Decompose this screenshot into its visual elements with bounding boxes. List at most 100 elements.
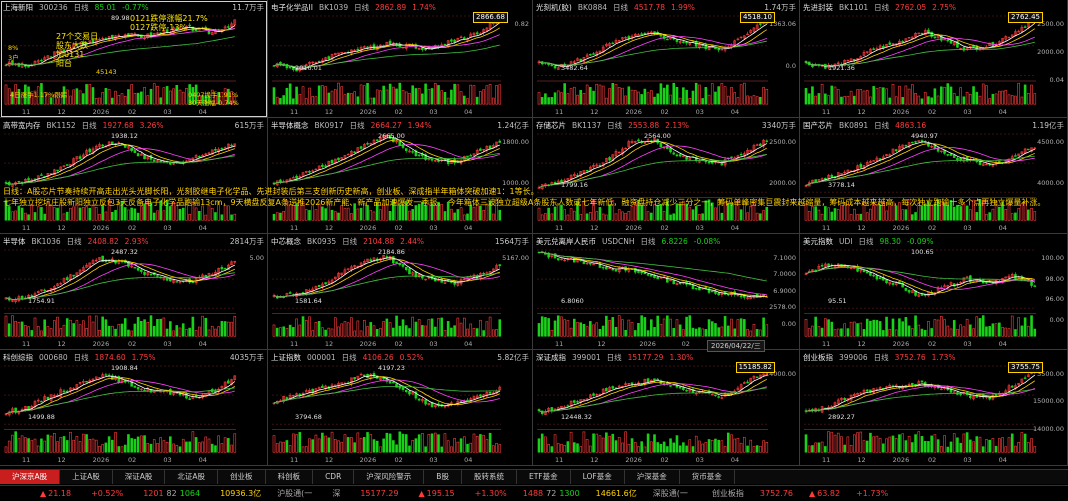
status-connect-label[interactable]: 深股通(一 — [652, 489, 688, 498]
volume-bar — [72, 206, 75, 221]
chart-panel[interactable]: 存储芯片 BK1137 日线 2553.88 2.13% 3340万手 2500.00 200… — [533, 118, 800, 234]
candlestick-chart[interactable] — [0, 362, 268, 466]
market-tab[interactable]: 沪深京A股 — [0, 470, 61, 484]
volume-bar — [175, 444, 179, 453]
volume-bar — [421, 201, 424, 221]
candle-body — [475, 395, 479, 399]
volume-bar — [920, 98, 924, 105]
chart-panel[interactable]: 半导体 BK1036 日线 2408.82 2.93% 2814万手 5.00 11 12 202… — [0, 234, 268, 350]
market-tab[interactable]: 上证A股 — [60, 470, 113, 484]
chart-panel[interactable]: 国产芯片 BK0891 日线 4863.16 1.19亿手 4500.00 4000.00 1… — [800, 118, 1068, 234]
candlestick-chart[interactable] — [268, 12, 533, 118]
volume-bar — [804, 203, 808, 221]
candlestick-chart[interactable] — [800, 362, 1068, 466]
moving-average-line — [5, 375, 236, 415]
volume-bar — [894, 329, 898, 337]
volume-bar — [382, 85, 385, 105]
volume-bar — [969, 439, 972, 453]
market-tab[interactable]: 创业板 — [218, 470, 266, 484]
market-tab[interactable]: 股转系统 — [462, 470, 517, 484]
candlestick-chart[interactable] — [800, 12, 1068, 118]
x-axis-label: 03 — [695, 224, 704, 232]
candle-body — [414, 391, 418, 399]
x-axis-label: 03 — [963, 456, 972, 464]
volume-bar — [714, 91, 717, 105]
market-tab[interactable]: LOF基金 — [571, 470, 625, 484]
volume-bar — [317, 203, 321, 221]
candlestick-chart[interactable] — [0, 246, 268, 350]
volume-bar — [49, 435, 53, 453]
candlestick-chart[interactable] — [268, 130, 533, 234]
chart-panel[interactable]: 先进封装 BK1101 日线 2762.05 2.75% 2500.00 2000.00 0.… — [800, 0, 1068, 118]
volume-bar — [201, 205, 204, 221]
volume-bar — [408, 93, 411, 105]
volume-bar — [749, 439, 753, 453]
candle-body — [1027, 148, 1030, 151]
market-tab[interactable]: B股 — [424, 470, 462, 484]
volume-bar — [346, 322, 350, 337]
status-connect-label[interactable]: 沪股通(一 — [277, 489, 313, 498]
market-tab[interactable]: 沪深基金 — [625, 470, 680, 484]
candlestick-chart[interactable] — [533, 246, 800, 350]
candle-body — [576, 174, 579, 177]
volume-bar — [82, 207, 85, 221]
candle-body — [827, 263, 830, 267]
candle-body — [417, 47, 421, 50]
volume-bar — [356, 96, 360, 105]
market-tab[interactable]: 科创板 — [266, 470, 314, 484]
candlestick-chart[interactable] — [533, 12, 800, 118]
change-percent: 1.30% — [669, 352, 694, 362]
market-tab[interactable]: 货币基金 — [680, 470, 735, 484]
volume-bar — [746, 329, 749, 337]
volume-bar — [288, 83, 292, 105]
chart-panel[interactable]: 科创综指 000680 日线 1874.60 1.75% 4035万手 11 12 2026 02… — [0, 350, 268, 466]
x-axis-label: 12 — [857, 456, 866, 464]
candlestick-chart[interactable] — [268, 246, 533, 350]
candlestick-chart[interactable] — [268, 362, 533, 466]
volume-bar — [62, 324, 66, 337]
volume-bar — [65, 211, 69, 221]
chart-panel[interactable]: 美元兑离岸人民币 USDCNH 日线 6.8226 -0.08% 7.1000 7.0000… — [533, 234, 800, 350]
volume-bar — [443, 330, 447, 337]
chart-panel[interactable]: 上海新阳 300236 日线 85.01 -0.77% 11.7万手 11 12 2026 02 0… — [0, 0, 268, 118]
y-axis-label: 2000.00 — [769, 179, 796, 187]
volume-bar — [388, 83, 392, 105]
moving-average-line — [805, 266, 1035, 283]
volume-bar — [923, 329, 927, 337]
candle-body — [682, 41, 685, 43]
chart-panel[interactable]: 美元指数 UDI 日线 98.30 -0.09% 100.00 98.00 96.00 0.00… — [800, 234, 1068, 350]
market-tab[interactable]: 北证A股 — [165, 470, 219, 484]
volume-bar — [962, 203, 966, 221]
candlestick-chart[interactable] — [800, 130, 1068, 234]
chart-panel[interactable]: 高带宽内存 BK1152 日线 1927.68 3.26% 615万手 11 12 2026 02… — [0, 118, 268, 234]
market-tab[interactable]: ETF基金 — [517, 470, 571, 484]
candlestick-chart[interactable] — [800, 246, 1068, 350]
candle-body — [136, 267, 140, 271]
x-axis-label: 12 — [324, 224, 334, 232]
chart-panel[interactable]: 深证成指 399001 日线 15177.29 1.30% 14000.00 11 12 202… — [533, 350, 800, 466]
candle-body — [614, 150, 618, 157]
candle-body — [598, 262, 602, 268]
volume-bar — [659, 443, 663, 453]
candle-body — [408, 268, 411, 275]
volume-bar — [298, 432, 302, 453]
chart-panel[interactable]: 半导体概念 BK0917 日线 2664.27 1.94% 1.24亿手 1800.00 10… — [268, 118, 533, 234]
market-tab[interactable]: 沪深风险警示 — [354, 470, 425, 484]
candle-body — [959, 281, 962, 284]
moving-average-line — [538, 40, 767, 66]
candlestick-chart[interactable] — [533, 130, 800, 234]
chart-panel[interactable]: 电子化学品II BK1039 日线 2862.89 1.74% 0.82 11 12 2026 0… — [268, 0, 533, 118]
chart-panel[interactable]: 光刻机(胶) BK0884 日线 4517.78 1.99% 1.74万手 1363.06 0… — [533, 0, 800, 118]
chart-panel[interactable]: 中芯概念 BK0935 日线 2104.88 2.44% 1564万手 5167.00 11 1… — [268, 234, 533, 350]
market-tab[interactable]: 深证A股 — [113, 470, 166, 484]
market-tab[interactable]: CDR — [313, 470, 355, 484]
volume-bar — [840, 204, 843, 221]
volume-bar — [466, 213, 469, 221]
candlestick-chart[interactable] — [533, 362, 800, 466]
candlestick-chart[interactable] — [0, 130, 268, 234]
chart-panel[interactable]: 创业板指 399006 日线 3752.76 1.73% 3500.00 15000.00 1… — [800, 350, 1068, 466]
candlestick-chart[interactable] — [0, 12, 268, 118]
candle-body — [220, 267, 224, 270]
volume-bar — [936, 439, 940, 453]
chart-panel[interactable]: 上证指数 000001 日线 4106.26 0.52% 5.82亿手 11 12 2026 02… — [268, 350, 533, 466]
